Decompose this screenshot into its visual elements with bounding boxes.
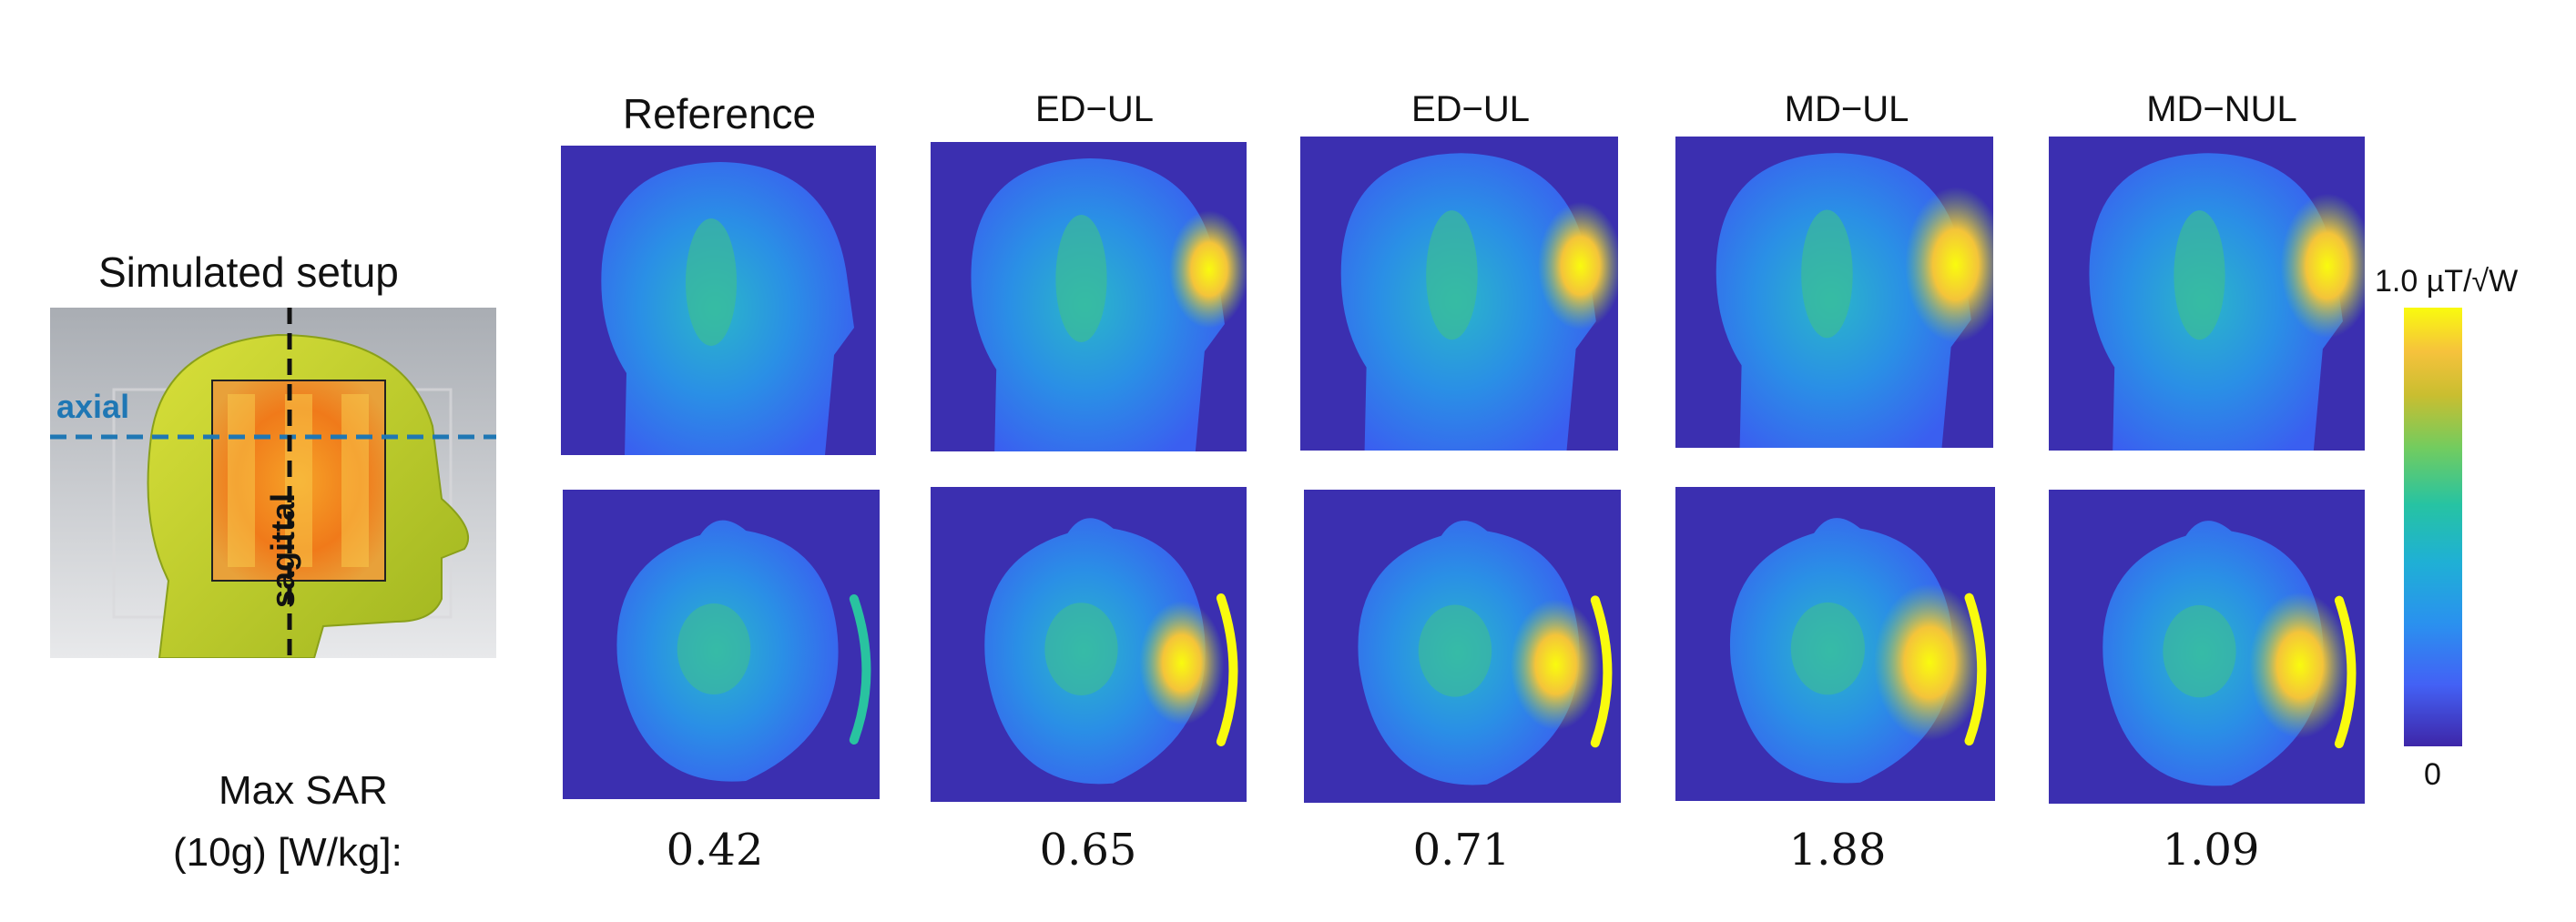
column-title-reference: Reference: [622, 90, 817, 137]
max-sar-value-md-nul: 1.09: [2162, 825, 2260, 876]
setup-illustration: axial sagittal: [50, 308, 496, 659]
max-sar-label-line1: Max SAR: [219, 768, 388, 813]
axial-map-reference: [563, 490, 880, 799]
max-sar-value-reference: 0.42: [666, 825, 764, 876]
axial-map-ed-ul-2: [1304, 490, 1621, 803]
axial-label: axial: [56, 388, 130, 425]
axial-map-md-ul: [1675, 487, 1995, 801]
max-sar-value-md-ul: 1.88: [1788, 825, 1887, 876]
colorbar: [2404, 308, 2462, 746]
setup-title: Simulated setup: [98, 248, 399, 296]
column-title-md-ul: MD−UL: [1784, 89, 1909, 129]
sagittal-map-ed-ul-2: [1300, 137, 1618, 451]
axial-map-md-nul: [2049, 490, 2365, 804]
max-sar-value-ed-ul-1: 0.65: [1039, 825, 1137, 876]
sagittal-label: sagittal: [264, 492, 301, 608]
colorbar-min-label: 0: [2424, 757, 2441, 792]
colorbar-max-label: 1.0 µT/√W: [2375, 264, 2519, 299]
max-sar-value-ed-ul-2: 0.71: [1412, 825, 1511, 876]
sagittal-map-md-nul: [2049, 137, 2365, 451]
axial-map-ed-ul-1: [931, 487, 1247, 802]
column-title-md-nul: MD−NUL: [2146, 89, 2297, 129]
column-title-ed-ul-2: ED−UL: [1410, 89, 1531, 129]
max-sar-label-line2: (10g) [W/kg]:: [173, 830, 402, 875]
column-title-ed-ul-1: ED−UL: [1034, 89, 1155, 129]
sagittal-map-ed-ul-1: [931, 142, 1247, 451]
sagittal-map-reference: [561, 146, 876, 455]
sagittal-map-md-ul: [1675, 137, 1993, 448]
